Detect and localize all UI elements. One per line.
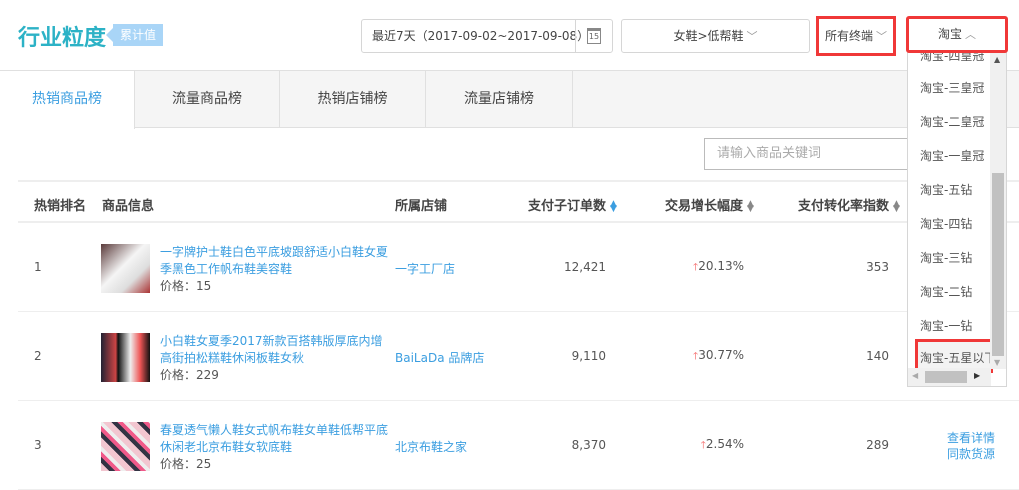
product-info: 小白鞋女夏季2017新款百搭韩版厚底内增高街拍松糕鞋休闲板鞋女秋价格：229 xyxy=(160,333,390,384)
dropdown-item[interactable]: 淘宝-四钻 xyxy=(920,217,973,231)
chevron-down-icon: ﹀ xyxy=(746,30,758,43)
vertical-scrollbar[interactable]: ▲ ▼ xyxy=(990,53,1006,369)
product-price: 价格：15 xyxy=(160,279,212,293)
scroll-left-icon[interactable]: ◀ xyxy=(912,371,919,380)
shop-link[interactable]: 北京布鞋之家 xyxy=(395,440,468,454)
table-row: 1 一字牌护士鞋白色平底坡跟舒适小白鞋女夏季黑色工作帆布鞋美容鞋价格：15 一字… xyxy=(18,223,1019,312)
col-conversion[interactable]: 支付转化率指数 ▲ ▼ xyxy=(798,198,900,214)
table-header: 热销排名 商品信息 所属店铺 支付子订单数 ▲ ▼ 交易增长幅度 ▲ ▼ 支付转化率指数… xyxy=(18,180,1019,223)
col-product: 商品信息 xyxy=(102,199,155,214)
horizontal-scrollbar[interactable]: ◀ ▶ xyxy=(908,368,991,386)
col-shop: 所属店铺 xyxy=(395,199,448,214)
product-image[interactable] xyxy=(101,422,150,471)
dropdown-item[interactable]: 淘宝-二皇冠 xyxy=(920,115,985,129)
product-title-link[interactable]: 一字牌护士鞋白色平底坡跟舒适小白鞋女夏季黑色工作帆布鞋美容鞋 xyxy=(160,245,389,276)
chevron-down-icon: ﹀ xyxy=(876,30,887,43)
col-growth[interactable]: 交易增长幅度 ▲ ▼ xyxy=(665,198,754,214)
product-image[interactable] xyxy=(101,333,150,382)
dropdown-item[interactable]: 淘宝-四皇冠 xyxy=(920,52,985,63)
col-orders[interactable]: 支付子订单数 ▲ ▼ xyxy=(528,198,617,214)
sort-icon[interactable]: ▲ ▼ xyxy=(893,198,900,214)
rank: 1 xyxy=(34,260,42,274)
category-select[interactable]: 女鞋>低帮鞋 ﹀ xyxy=(621,19,810,53)
scroll-down-icon[interactable]: ▼ xyxy=(994,358,1001,367)
arrow-up-icon: 🡑 xyxy=(693,351,699,362)
growth-value: 🡑20.13% xyxy=(693,259,744,273)
growth-value: 🡑2.54% xyxy=(700,437,744,451)
scrollbar-thumb[interactable] xyxy=(992,173,1004,356)
dropdown-item[interactable]: 淘宝-一皇冠 xyxy=(920,149,985,163)
calendar-icon[interactable]: 15 xyxy=(575,20,612,52)
scroll-right-icon[interactable]: ▶ xyxy=(974,371,981,380)
conversion-value: 140 xyxy=(866,349,889,363)
tab-traffic-shops[interactable]: 流量店铺榜 xyxy=(426,71,573,128)
tab-bar: 热销商品榜 流量商品榜 热销店铺榜 流量店铺榜 xyxy=(0,70,1019,129)
product-price: 价格：25 xyxy=(160,457,212,471)
platform-select[interactable]: 淘宝 ︿ xyxy=(906,16,1008,53)
arrow-up-icon: 🡑 xyxy=(693,262,699,273)
date-range-label: 最近7天（2017-09-02~2017-09-08） xyxy=(372,29,590,43)
dropdown-item[interactable]: 淘宝-三皇冠 xyxy=(920,81,985,95)
cumulative-badge: 累计值 xyxy=(106,24,163,46)
product-title-link[interactable]: 春夏透气懒人鞋女式帆布鞋女单鞋低帮平底休闲老北京布鞋女软底鞋 xyxy=(160,423,389,454)
conversion-value: 353 xyxy=(866,260,889,274)
platform-dropdown: 淘宝-四皇冠 淘宝-三皇冠 淘宝-二皇冠 淘宝-一皇冠 淘宝-五钻 淘宝-四钻 … xyxy=(907,52,1007,387)
dropdown-item[interactable]: 淘宝-三钻 xyxy=(920,251,973,265)
tab-traffic-products[interactable]: 流量商品榜 xyxy=(135,71,280,128)
product-image[interactable] xyxy=(101,244,150,293)
orders-value: 12,421 xyxy=(564,260,606,274)
terminal-select[interactable]: 所有终端 ﹀ xyxy=(816,16,896,56)
view-details-link[interactable]: 查看详情 xyxy=(947,431,996,445)
orders-value: 9,110 xyxy=(571,349,606,363)
sort-icon[interactable]: ▲ ▼ xyxy=(610,198,617,214)
conversion-value: 289 xyxy=(866,438,889,452)
scrollbar-thumb[interactable] xyxy=(925,371,967,383)
dropdown-item-selected[interactable]: 淘宝-五星以下 xyxy=(920,351,990,365)
table-row: 3 春夏透气懒人鞋女式帆布鞋女单鞋低帮平底休闲老北京布鞋女软底鞋价格：25 北京… xyxy=(18,401,1019,490)
chevron-up-icon: ︿ xyxy=(965,28,976,41)
tab-hot-shops[interactable]: 热销店铺榜 xyxy=(280,71,426,128)
arrow-up-icon: 🡑 xyxy=(700,440,706,451)
page-title: 行业粒度 xyxy=(18,26,107,51)
growth-value: 🡑30.77% xyxy=(693,348,744,362)
orders-value: 8,370 xyxy=(571,438,606,452)
product-info: 一字牌护士鞋白色平底坡跟舒适小白鞋女夏季黑色工作帆布鞋美容鞋价格：15 xyxy=(160,244,390,295)
dropdown-item[interactable]: 淘宝-二钻 xyxy=(920,285,973,299)
product-info: 春夏透气懒人鞋女式帆布鞋女单鞋低帮平底休闲老北京布鞋女软底鞋价格：25 xyxy=(160,422,390,473)
table-row: 2 小白鞋女夏季2017新款百搭韩版厚底内增高街拍松糕鞋休闲板鞋女秋价格：229… xyxy=(18,312,1019,401)
same-source-link[interactable]: 同款货源 xyxy=(947,447,996,461)
shop-link[interactable]: 一字工厂店 xyxy=(395,262,456,276)
rank: 3 xyxy=(34,438,42,452)
col-rank: 热销排名 xyxy=(34,199,87,214)
tab-hot-products[interactable]: 热销商品榜 xyxy=(0,71,135,129)
date-range-picker[interactable]: 最近7天（2017-09-02~2017-09-08） 15 xyxy=(361,19,613,53)
rank: 2 xyxy=(34,349,42,363)
product-search-input[interactable]: 请输入商品关键词 xyxy=(704,138,919,170)
sort-icon[interactable]: ▲ ▼ xyxy=(747,198,754,214)
dropdown-item[interactable]: 淘宝-一钻 xyxy=(920,319,973,333)
product-price: 价格：229 xyxy=(160,368,219,382)
shop-link[interactable]: BaiLaDa 品牌店 xyxy=(395,351,485,365)
product-title-link[interactable]: 小白鞋女夏季2017新款百搭韩版厚底内增高街拍松糕鞋休闲板鞋女秋 xyxy=(160,334,383,365)
dropdown-item[interactable]: 淘宝-五钻 xyxy=(920,183,973,197)
scroll-up-icon[interactable]: ▲ xyxy=(994,55,1001,64)
